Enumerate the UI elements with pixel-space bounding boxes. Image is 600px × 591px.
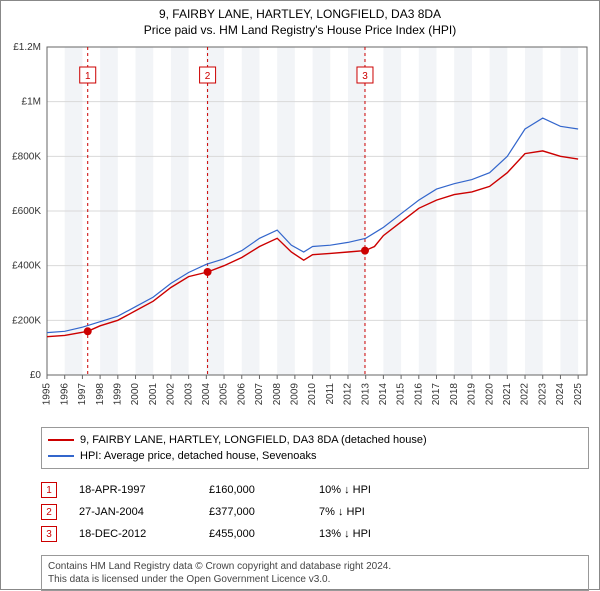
svg-text:2007: 2007 <box>254 383 265 406</box>
svg-text:2008: 2008 <box>272 383 283 406</box>
svg-text:2003: 2003 <box>183 383 194 406</box>
svg-text:2015: 2015 <box>396 383 407 406</box>
svg-text:2014: 2014 <box>378 383 389 406</box>
marker-date: 18-DEC-2012 <box>79 528 209 540</box>
svg-text:1995: 1995 <box>42 383 53 406</box>
markers-table: 1 18-APR-1997£160,00010% ↓ HPI 2 27-JAN-200… <box>41 479 589 545</box>
chart-container: 9, FAIRBY LANE, HARTLEY, LONGFIELD, DA3 … <box>0 0 600 590</box>
svg-text:2004: 2004 <box>201 383 212 406</box>
legend-label: HPI: Average price, detached house, Seve… <box>80 450 316 462</box>
legend-swatch <box>48 455 74 457</box>
svg-text:2016: 2016 <box>413 383 424 406</box>
svg-text:2017: 2017 <box>431 383 442 406</box>
svg-text:1996: 1996 <box>59 383 70 406</box>
svg-text:2000: 2000 <box>130 383 141 406</box>
chart-area: £0 £200K £400K £600K £800K £1M £1.2M 1995 1996 19… <box>1 41 599 421</box>
title-line-2: Price paid vs. HM Land Registry's House … <box>1 23 599 37</box>
marker-price: £377,000 <box>209 506 319 518</box>
svg-text:1998: 1998 <box>95 383 106 406</box>
title-line-1: 9, FAIRBY LANE, HARTLEY, LONGFIELD, DA3 … <box>1 7 599 21</box>
svg-text:£0: £0 <box>30 370 42 381</box>
marker-date: 27-JAN-2004 <box>79 506 209 518</box>
svg-text:£1M: £1M <box>22 97 41 108</box>
svg-text:2002: 2002 <box>166 383 177 406</box>
marker-row: 1 18-APR-1997£160,00010% ↓ HPI <box>41 479 589 501</box>
svg-text:2: 2 <box>205 71 211 82</box>
svg-text:£1.2M: £1.2M <box>13 42 41 53</box>
marker-id-box: 3 <box>41 526 57 542</box>
svg-text:2024: 2024 <box>555 383 566 406</box>
svg-text:2020: 2020 <box>484 383 495 406</box>
svg-text:2011: 2011 <box>325 383 336 405</box>
legend-row: 9, FAIRBY LANE, HARTLEY, LONGFIELD, DA3 … <box>48 432 582 448</box>
marker-delta: 7% ↓ HPI <box>319 506 439 518</box>
footer-line-2: This data is licensed under the Open Gov… <box>48 573 582 586</box>
svg-text:2009: 2009 <box>290 383 301 406</box>
svg-text:£200K: £200K <box>12 315 41 326</box>
legend-row: HPI: Average price, detached house, Seve… <box>48 448 582 464</box>
marker-id-box: 1 <box>41 482 57 498</box>
marker-price: £160,000 <box>209 484 319 496</box>
svg-text:2013: 2013 <box>360 383 371 406</box>
svg-text:£800K: £800K <box>12 151 41 162</box>
svg-text:2005: 2005 <box>219 383 230 406</box>
marker-delta: 10% ↓ HPI <box>319 484 439 496</box>
marker-id-box: 2 <box>41 504 57 520</box>
chart-svg: £0 £200K £400K £600K £800K £1M £1.2M 1995 1996 19… <box>1 41 599 421</box>
svg-text:3: 3 <box>362 71 368 82</box>
svg-text:2006: 2006 <box>236 383 247 406</box>
svg-text:£400K: £400K <box>12 261 41 272</box>
footer-note: Contains HM Land Registry data © Crown c… <box>41 555 589 591</box>
marker-row: 2 27-JAN-2004£377,0007% ↓ HPI <box>41 501 589 523</box>
svg-text:2019: 2019 <box>467 383 478 406</box>
svg-text:1999: 1999 <box>112 383 123 406</box>
legend-label: 9, FAIRBY LANE, HARTLEY, LONGFIELD, DA3 … <box>80 434 427 446</box>
svg-text:2025: 2025 <box>573 383 584 406</box>
marker-delta: 13% ↓ HPI <box>319 528 439 540</box>
marker-row: 3 18-DEC-2012£455,00013% ↓ HPI <box>41 523 589 545</box>
svg-text:2001: 2001 <box>148 383 159 406</box>
svg-text:2023: 2023 <box>537 383 548 406</box>
svg-text:2010: 2010 <box>307 383 318 406</box>
svg-text:2021: 2021 <box>502 383 513 406</box>
title-block: 9, FAIRBY LANE, HARTLEY, LONGFIELD, DA3 … <box>1 1 599 41</box>
svg-text:£600K: £600K <box>12 206 41 217</box>
svg-text:2012: 2012 <box>343 383 354 406</box>
svg-text:1: 1 <box>85 71 91 82</box>
marker-price: £455,000 <box>209 528 319 540</box>
legend-swatch <box>48 439 74 441</box>
svg-text:2018: 2018 <box>449 383 460 406</box>
legend: 9, FAIRBY LANE, HARTLEY, LONGFIELD, DA3 … <box>41 427 589 469</box>
svg-text:1997: 1997 <box>77 383 88 406</box>
svg-text:2022: 2022 <box>520 383 531 406</box>
marker-date: 18-APR-1997 <box>79 484 209 496</box>
footer-line-1: Contains HM Land Registry data © Crown c… <box>48 560 582 573</box>
